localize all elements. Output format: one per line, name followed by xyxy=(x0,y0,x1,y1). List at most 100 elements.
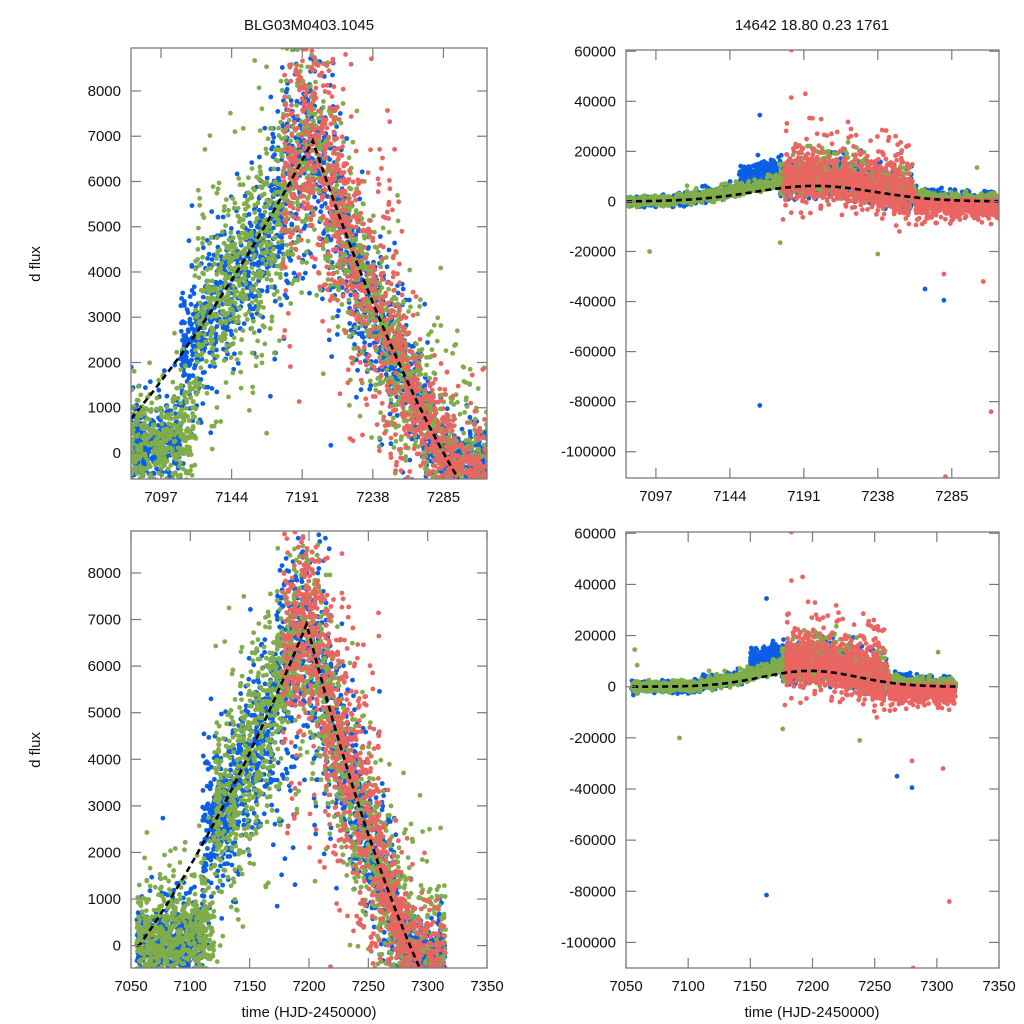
data-point-green xyxy=(253,363,259,369)
data-point-green xyxy=(186,482,191,487)
data-point-red xyxy=(372,318,377,324)
data-point-red xyxy=(399,292,405,298)
data-point-red xyxy=(335,156,341,162)
data-point-red xyxy=(288,111,294,117)
data-point-green xyxy=(247,408,252,413)
data-point-blue xyxy=(335,332,340,337)
data-point-blue xyxy=(214,324,220,329)
data-point-green xyxy=(193,435,199,441)
data-point-green xyxy=(361,266,367,272)
data-point-green xyxy=(188,395,194,400)
data-point-green xyxy=(215,249,221,255)
data-point-green xyxy=(187,388,193,394)
data-point-green xyxy=(151,477,157,479)
data-point-red xyxy=(442,392,447,397)
data-point-green xyxy=(224,343,230,348)
data-point-red xyxy=(285,199,291,205)
data-point-blue xyxy=(256,207,262,213)
data-point-blue xyxy=(215,214,221,220)
data-point-green xyxy=(135,432,141,438)
data-point-green xyxy=(165,466,171,472)
data-point-green xyxy=(172,405,178,411)
data-point-green xyxy=(264,198,270,203)
data-point-green xyxy=(314,292,320,298)
data-point-red xyxy=(380,270,386,276)
data-point-red xyxy=(387,178,392,183)
data-point-green xyxy=(350,139,356,145)
data-point-green xyxy=(303,218,309,223)
data-point-green xyxy=(170,379,176,385)
data-point-green xyxy=(139,467,145,473)
data-point-green xyxy=(259,106,265,112)
data-point-red xyxy=(316,125,322,131)
data-point-green xyxy=(267,257,273,263)
data-point-blue xyxy=(422,383,428,388)
data-point-green xyxy=(254,174,260,180)
data-point-blue xyxy=(199,336,205,341)
data-point-red xyxy=(355,249,360,255)
data-point-green xyxy=(288,301,294,306)
data-point-green xyxy=(326,258,332,264)
data-point-green xyxy=(245,190,251,196)
data-point-blue xyxy=(485,438,487,443)
data-point-green xyxy=(299,259,305,265)
data-point-red xyxy=(381,414,387,420)
data-point-green xyxy=(431,322,437,328)
data-point-green xyxy=(251,330,257,335)
data-point-red xyxy=(322,150,328,156)
data-point-red xyxy=(280,174,286,179)
data-point-red xyxy=(349,232,355,238)
data-point-red xyxy=(399,456,405,461)
data-point-green xyxy=(253,281,259,287)
data-point-red xyxy=(444,438,450,444)
data-point-green xyxy=(131,467,134,473)
data-point-red xyxy=(350,179,356,185)
data-point-blue xyxy=(279,65,285,70)
data-point-blue xyxy=(264,288,270,294)
data-point-green xyxy=(179,407,185,413)
data-point-red xyxy=(299,133,305,139)
data-point-red xyxy=(347,257,353,263)
data-point-red xyxy=(368,147,373,153)
data-point-red xyxy=(364,362,369,368)
data-point-blue xyxy=(248,292,254,298)
data-point-green xyxy=(277,338,282,343)
data-point-blue xyxy=(142,462,147,467)
data-point-green xyxy=(195,420,201,425)
data-point-green xyxy=(148,479,153,484)
data-point-blue xyxy=(214,389,220,395)
data-point-green xyxy=(252,187,257,193)
data-point-green xyxy=(388,397,394,403)
data-point-red xyxy=(330,106,336,111)
data-point-green xyxy=(286,94,292,100)
data-point-green xyxy=(174,349,180,355)
data-point-green xyxy=(211,345,216,350)
data-point-red xyxy=(396,199,402,205)
data-point-green xyxy=(142,432,148,437)
data-point-red xyxy=(391,329,397,335)
data-point-green xyxy=(185,426,191,431)
data-point-green xyxy=(276,221,281,227)
data-point-blue xyxy=(186,373,192,379)
data-point-green xyxy=(334,182,340,188)
data-point-blue xyxy=(205,256,211,261)
data-point-green xyxy=(464,404,470,409)
data-point-red xyxy=(433,408,439,413)
data-point-green xyxy=(182,363,188,369)
data-point-green xyxy=(379,285,385,291)
data-point-red xyxy=(377,448,382,454)
data-point-green xyxy=(223,223,229,229)
data-point-red xyxy=(373,367,378,373)
data-point-green xyxy=(444,482,449,487)
data-point-green xyxy=(259,184,265,190)
data-point-red xyxy=(380,295,386,301)
data-point-green xyxy=(192,273,198,279)
data-point-red xyxy=(303,181,308,187)
data-point-green xyxy=(269,318,275,324)
data-point-green xyxy=(284,242,290,248)
data-point-red xyxy=(312,91,318,97)
data-point-red xyxy=(310,68,315,73)
data-point-blue xyxy=(188,301,194,307)
data-point-green xyxy=(187,384,193,390)
data-point-green xyxy=(386,286,391,292)
